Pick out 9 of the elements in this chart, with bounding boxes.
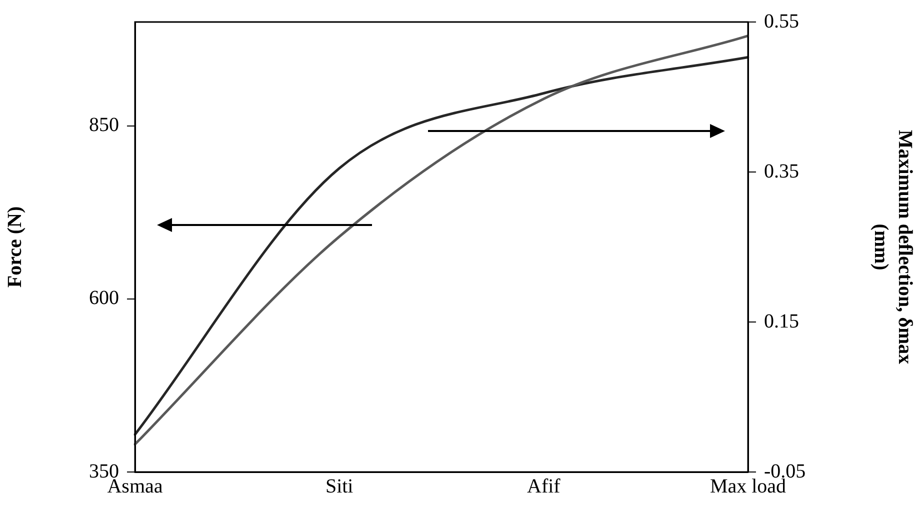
x-tick-label: Afif — [527, 475, 561, 498]
y2-tick-label: 0.55 — [764, 10, 799, 32]
y2-axis-title: Maximum deflection, δmax (mm) — [870, 130, 916, 364]
y-tick-label: 850 — [89, 114, 119, 136]
y-tick-label: 600 — [89, 287, 119, 310]
y-axis-title: Force (N) — [4, 206, 26, 288]
y2-tick-label: 0.35 — [764, 160, 799, 182]
x-tick-label: Siti — [325, 475, 354, 498]
y2-tick-label: 0.15 — [764, 310, 799, 332]
